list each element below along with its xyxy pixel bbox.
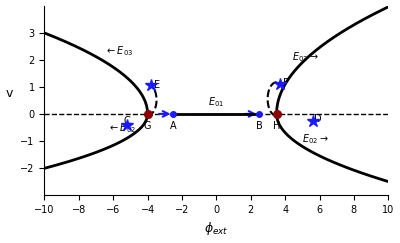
Text: $E_{03} \rightarrow$: $E_{03} \rightarrow$: [292, 50, 319, 63]
Text: F: F: [282, 78, 288, 88]
Text: C: C: [124, 116, 130, 127]
Text: A: A: [170, 122, 177, 131]
Text: G: G: [144, 122, 151, 131]
Text: $E_{01}$: $E_{01}$: [208, 95, 224, 109]
Text: B: B: [256, 122, 263, 131]
Y-axis label: v: v: [6, 87, 13, 100]
Text: H: H: [273, 122, 280, 131]
Text: E: E: [154, 80, 160, 90]
Text: $\leftarrow E_{02}$: $\leftarrow E_{02}$: [108, 122, 136, 135]
X-axis label: $\phi_{ext}$: $\phi_{ext}$: [204, 220, 229, 237]
Text: $\leftarrow E_{03}$: $\leftarrow E_{03}$: [105, 44, 133, 58]
Text: $E_{02} \rightarrow$: $E_{02} \rightarrow$: [302, 132, 329, 146]
Text: D: D: [314, 114, 321, 124]
